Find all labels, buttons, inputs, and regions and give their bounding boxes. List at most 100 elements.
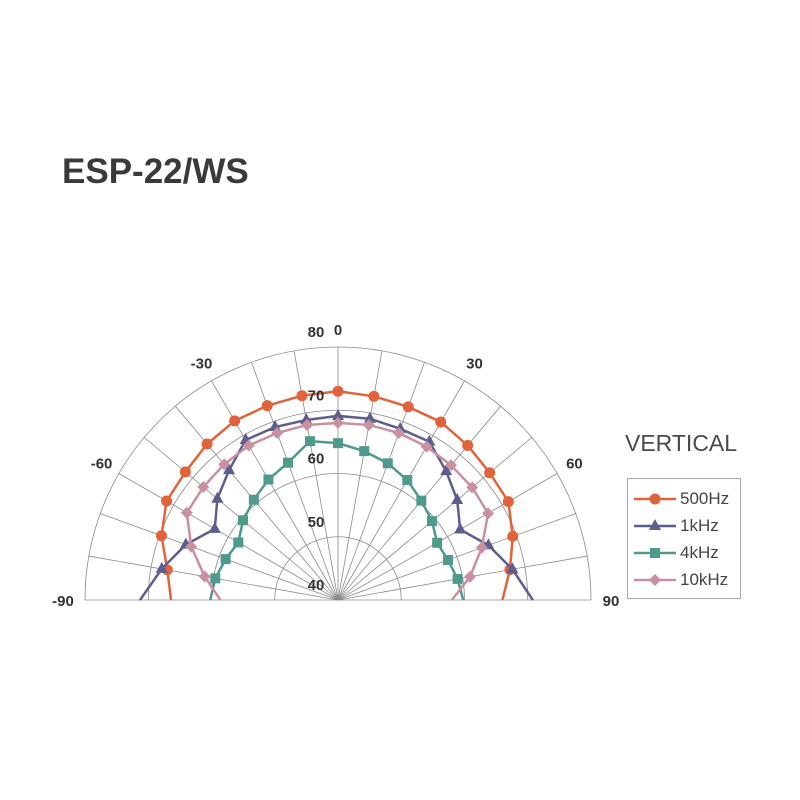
data-point — [442, 554, 453, 565]
angle-tick-label: -60 — [91, 456, 113, 473]
grid-spoke — [337, 473, 558, 601]
data-point — [402, 475, 413, 486]
data-point — [211, 491, 224, 503]
data-point — [197, 480, 210, 493]
data-point — [185, 540, 198, 553]
data-point — [179, 466, 191, 478]
legend-marker — [649, 573, 661, 586]
data-point — [333, 438, 343, 449]
legend-marker — [649, 518, 661, 530]
chart-subtitle: VERTICAL — [625, 430, 738, 456]
data-point — [201, 438, 213, 450]
legend-label: 4kHz — [680, 542, 719, 562]
data-point — [155, 530, 167, 542]
grid — [84, 346, 592, 601]
radial-tick-label: 40 — [308, 577, 325, 594]
data-point — [332, 408, 344, 420]
legend-swatch — [634, 573, 676, 586]
data-point — [475, 541, 488, 554]
data-point — [161, 495, 173, 507]
legend-item: 4kHz — [628, 539, 740, 566]
angle-tick-label: 60 — [566, 456, 583, 473]
data-point — [296, 390, 308, 402]
data-point — [462, 439, 474, 451]
legend-item: 10kHz — [628, 566, 740, 593]
data-point — [426, 516, 437, 527]
series-line — [209, 439, 465, 601]
data-point — [432, 537, 443, 548]
data-point — [464, 570, 477, 583]
data-point — [229, 415, 241, 427]
data-point — [368, 390, 380, 402]
legend: 500Hz 1kHz 4kHz 10kHz — [627, 478, 741, 599]
legend-swatch — [634, 493, 676, 504]
legend-marker — [650, 547, 660, 558]
legend-label: 500Hz — [680, 488, 730, 508]
data-point — [359, 446, 370, 457]
data-point — [198, 570, 211, 583]
angle-tick-label: -30 — [191, 356, 213, 373]
data-point — [466, 481, 479, 494]
data-point — [420, 440, 433, 453]
data-point — [242, 439, 255, 452]
data-point — [218, 458, 231, 471]
data-point — [502, 496, 514, 508]
data-point — [223, 463, 236, 475]
data-point — [402, 401, 414, 413]
data-point — [452, 573, 463, 584]
data-point — [180, 506, 193, 519]
radial-tick-label: 70 — [308, 387, 325, 404]
data-point — [451, 492, 464, 504]
data-point — [454, 522, 467, 534]
data-point — [208, 521, 221, 533]
radial-tick-label: 60 — [308, 451, 325, 468]
data-point — [271, 426, 284, 439]
data-point — [301, 418, 314, 431]
legend-marker — [649, 493, 661, 504]
angle-tick-label: 90 — [603, 593, 620, 610]
data-point — [304, 436, 315, 447]
chart-title: ESP-22/WS — [62, 152, 249, 191]
data-point — [220, 554, 231, 565]
legend-label: 10kHz — [680, 569, 729, 589]
data-point — [233, 537, 244, 548]
data-point — [484, 467, 496, 479]
data-point — [482, 507, 495, 520]
legend-label: 1kHz — [680, 515, 719, 535]
radial-tick-label: 50 — [308, 514, 325, 531]
legend-swatch — [634, 518, 676, 530]
data-point — [263, 474, 274, 485]
angle-tick-label: 30 — [466, 356, 483, 373]
grid-spoke — [100, 513, 339, 601]
data-point — [382, 458, 393, 469]
data-point — [283, 457, 294, 468]
angle-tick-label: 0 — [334, 322, 342, 339]
data-point — [445, 459, 458, 472]
angle-tick-label: -90 — [52, 593, 74, 610]
data-point — [155, 561, 168, 573]
legend-item: 500Hz — [628, 485, 740, 512]
legend-item: 1kHz — [628, 512, 740, 539]
data-point — [332, 416, 344, 429]
data-point — [506, 562, 519, 574]
grid-spoke — [118, 473, 339, 601]
series-10kHz — [180, 416, 495, 601]
series-4kHz — [209, 436, 465, 601]
data-point — [238, 515, 249, 526]
tick-labels: -90 -60 -30 0 30 60 90 40 50 60 70 80 — [52, 322, 619, 610]
data-point — [435, 416, 447, 428]
grid-spoke — [337, 513, 576, 601]
data-point — [332, 385, 344, 397]
series-500Hz — [155, 385, 519, 601]
data-point — [362, 418, 375, 431]
data-point — [261, 400, 273, 412]
data-point — [210, 573, 221, 584]
data-point — [392, 426, 405, 439]
data-point — [440, 464, 453, 476]
legend-swatch — [634, 547, 676, 558]
data-point — [507, 530, 519, 542]
data-point — [363, 411, 376, 423]
radial-tick-label: 80 — [308, 324, 325, 341]
data-point — [416, 495, 427, 506]
